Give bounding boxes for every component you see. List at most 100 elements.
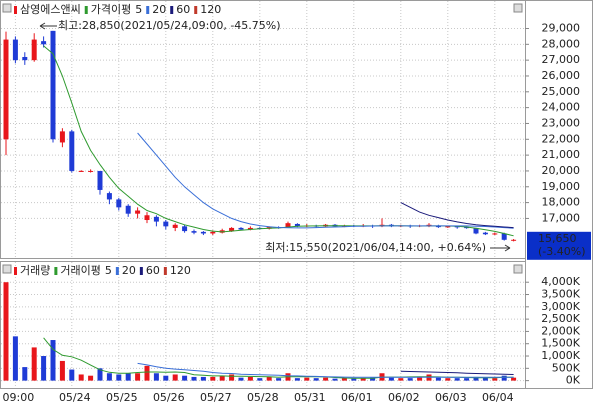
x-tick-label: 05/24 [59,391,91,404]
volume-bar [417,376,423,381]
low-annotation: 최저:15,550(2021/06/04,14:00, +0.64%) [265,241,486,254]
candle-body [182,226,188,232]
legend-swatch [14,6,17,14]
volume-bar [445,378,451,381]
volume-bar [88,375,94,381]
legend-swatch [115,267,119,275]
ma-line [400,202,514,229]
legend-item: 120 [170,264,191,277]
candle-body [106,193,112,200]
ma-line [137,132,514,229]
labels: 17,000 18,000 19,000 20,000 21,000 22,000 23,0… [3,3,591,404]
candle-body [200,231,206,234]
volume-bar [313,378,319,381]
legend-title: 삼영에스앤씨 [20,3,81,16]
volume-bar [59,360,65,381]
candle-body [445,226,451,228]
candle-body [153,216,159,222]
y-tick-label: 1,000K [541,349,580,362]
volume-bar [172,374,178,381]
volume-bar [116,374,122,381]
x-tick-label: 05/28 [247,391,279,404]
panel-icon[interactable] [2,3,12,13]
volume-bar [464,378,470,381]
y-tick-label: 3,000K [541,300,580,313]
volume-bar [125,373,131,381]
candle-body [41,41,47,45]
legend-item: 5 [105,264,112,277]
high-annotation: 최고:28,850(2021/05/24,09:00, -45.75%) [58,19,281,32]
y-tick-label: 24,000 [542,101,581,114]
candle-body [31,39,37,61]
candle-body [294,223,300,227]
y-tick-label: 19,000 [542,180,581,193]
candle-body [163,221,169,227]
close-icon[interactable] [513,264,523,274]
legend-swatch [139,267,143,275]
y-tick-label: 17,000 [542,211,581,224]
candle-body [69,131,75,171]
volume-bar [370,377,376,381]
volume-bar [31,347,37,381]
volume-bar [153,373,159,381]
legend-swatch [170,6,174,14]
y-tick-label: 4,000K [541,275,580,288]
volume-bar [511,377,517,381]
candle-body [97,170,103,190]
volume-bar [135,373,141,381]
legend-label: 거래이평 [60,264,100,277]
legend-item: 20 [152,3,166,16]
volume-bar [144,365,150,381]
volume-bar [435,377,441,381]
close-icon[interactable] [513,3,523,13]
legend-swatch [54,267,58,275]
volume-bar [69,369,75,381]
y-tick-label: 27,000 [542,53,581,66]
x-tick-label: 06/01 [341,391,373,404]
legend-item: 5 [135,3,142,16]
y-tick-label: 28,000 [542,37,581,50]
y-tick-label: 26,000 [542,69,581,82]
volume-bar [219,375,225,381]
legend-label: 가격이평 [91,3,131,16]
volume-bar [304,377,310,381]
candle-body [135,210,141,214]
y-tick-label: 23,000 [542,116,581,129]
volume-bar [12,336,18,381]
candle-body [3,39,9,140]
legend-swatch [163,267,167,275]
volume-bar [22,367,28,381]
y-tick-label: 18,000 [542,196,581,209]
volume-bar [50,340,56,381]
legend-swatch [146,6,150,14]
volume-bar [332,378,338,381]
volume-bar [210,376,216,381]
y-tick-label: 2,000K [541,324,580,337]
x-tick-label: 06/04 [482,391,514,404]
candle-body [144,215,150,221]
volume-bar [191,376,197,381]
volume-bar [257,378,263,381]
candle-body [501,233,507,240]
candle-body [172,224,178,228]
y-tick-label: 20,000 [542,164,581,177]
volume-bar [229,374,235,381]
x-tick-label: 05/26 [153,391,185,404]
legend-item: 60 [146,264,160,277]
candle-body [229,227,235,232]
current-price-box [527,231,591,260]
ma-line [400,370,514,375]
y-tick-label: 29,000 [542,21,581,34]
panel-icon[interactable] [2,264,12,274]
y-tick-label: 1,500K [541,337,580,350]
volume-bar [200,376,206,381]
volume-bar [294,378,300,381]
candle-body [50,30,56,140]
marks [3,30,517,381]
candle-body [482,232,488,235]
volume-bar [238,377,244,381]
candle-body [210,231,216,234]
volume-bar [454,378,460,381]
